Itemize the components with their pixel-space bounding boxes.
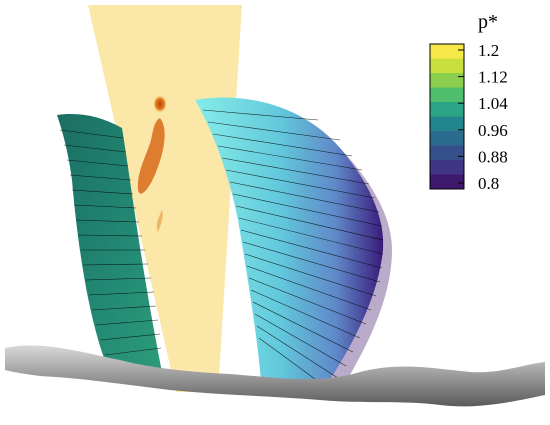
colorbar-swatch — [430, 116, 464, 132]
colorbar-swatch — [430, 160, 464, 175]
colorbar-ticks: 1.2 1.12 1.04 0.96 0.88 0.8 — [458, 41, 508, 193]
colorbar: p* 1.2 1.12 1.04 0.96 0.88 0.8 — [429, 11, 508, 193]
jet-hot-spot-top — [153, 95, 167, 113]
colorbar-swatch — [430, 174, 464, 190]
jet-hot-core — [137, 118, 165, 194]
colorbar-tick-label: 1.2 — [478, 41, 499, 60]
colorbar-swatch — [430, 87, 464, 103]
right-blade — [195, 97, 392, 392]
colorbar-swatch — [430, 58, 464, 74]
ground-surface — [5, 345, 545, 407]
colorbar-tick-label: 0.96 — [478, 121, 508, 140]
colorbar-swatch — [430, 44, 464, 59]
colorbar-tick-label: 0.88 — [478, 147, 508, 166]
colorbar-swatch — [430, 131, 464, 146]
colorbar-swatch — [430, 102, 464, 117]
colorbar-title: p* — [478, 11, 498, 33]
left-blade — [57, 114, 162, 378]
colorbar-frame — [429, 43, 465, 190]
colorbar-tick-label: 1.04 — [478, 94, 508, 113]
colorbar-swatches — [430, 44, 464, 190]
colorbar-tick-label: 0.8 — [478, 174, 499, 193]
left-blade-streamlines — [59, 129, 162, 356]
colorbar-swatch — [430, 73, 464, 88]
colorbar-swatch — [430, 145, 464, 161]
colorbar-tick-label: 1.12 — [478, 68, 508, 87]
